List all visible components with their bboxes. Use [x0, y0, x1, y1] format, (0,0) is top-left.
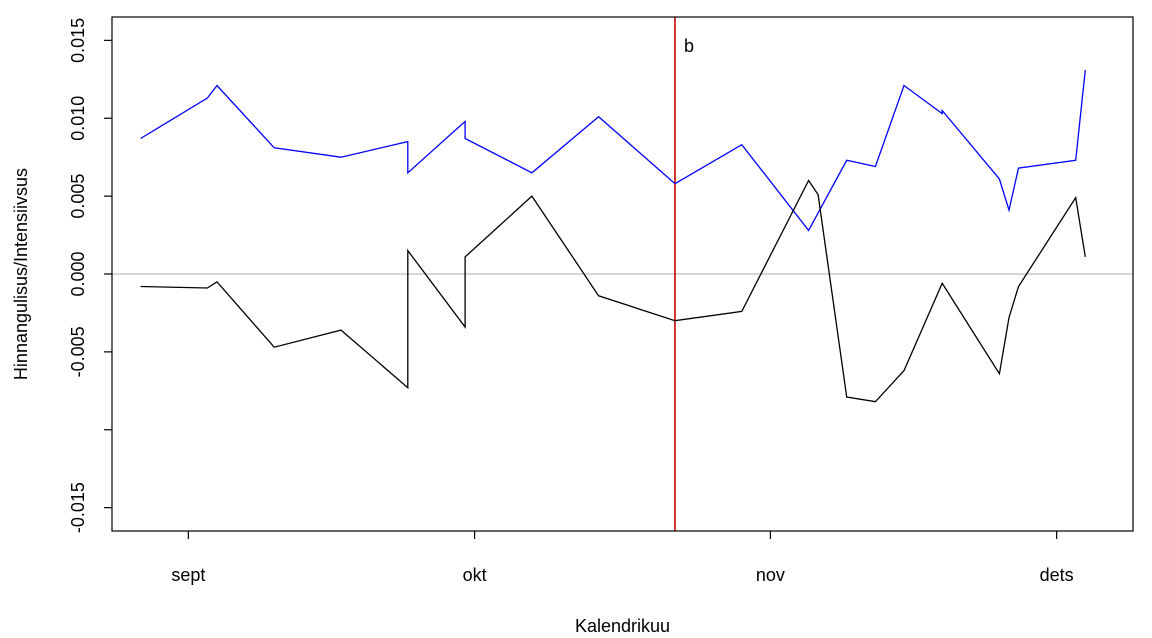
y-tick-label: 0.005 [68, 174, 88, 219]
series-line-2 [140, 179, 1086, 403]
y-tick-label: -0.005 [68, 326, 88, 377]
series-line-1 [140, 69, 1086, 232]
y-tick-label: 0.000 [68, 251, 88, 296]
x-tick-label-okt: okt [463, 565, 487, 585]
y-tick-label: 0.015 [68, 18, 88, 63]
x-tick-label-dets: dets [1040, 565, 1074, 585]
y-tick-label: -0.015 [68, 482, 88, 533]
y-tick-label: 0.010 [68, 96, 88, 141]
y-axis-title: Hinnangulisus/Intensiivsus [11, 168, 31, 380]
y-axis: -0.015 -0.005 0.000 0.005 0.010 0.015 [68, 18, 112, 533]
x-tick-label-sept: sept [171, 565, 205, 585]
x-tick-label-nov: nov [756, 565, 785, 585]
series-lines-group [140, 69, 1086, 403]
event-marker-label: b [684, 36, 694, 56]
x-axis-title: Kalendrikuu [575, 616, 670, 636]
x-axis: sept okt nov dets [171, 531, 1074, 585]
